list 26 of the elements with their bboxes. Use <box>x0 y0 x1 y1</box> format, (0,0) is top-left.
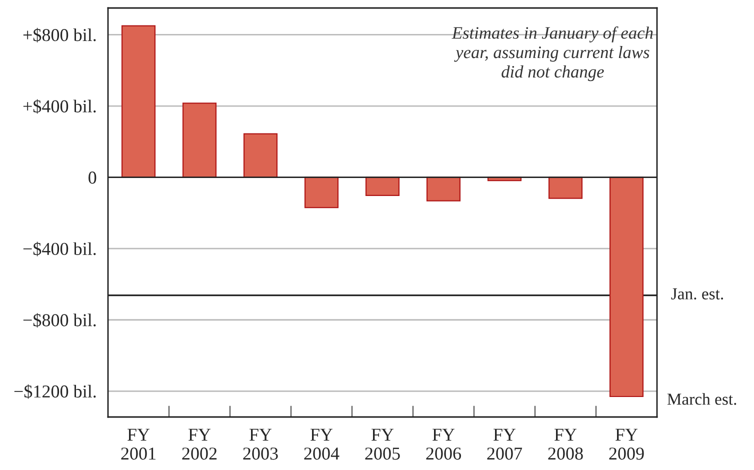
y-tick-label: +$400 bil. <box>23 99 96 114</box>
x-tick-label: FY 2004 <box>304 428 340 460</box>
y-tick-label: −$800 bil. <box>23 313 96 328</box>
text: March est. <box>667 393 736 405</box>
bar <box>121 25 156 178</box>
y-tick-label: +$800 bil. <box>23 28 96 42</box>
x-tick-label: FY 2002 <box>182 428 217 460</box>
x-tick-label: FY 2005 <box>365 428 400 460</box>
y-tick-label: −$400 bil. <box>23 242 96 256</box>
x-tick-label: FY 2009 <box>609 428 644 460</box>
x-tick-label: FY 2006 <box>426 428 462 460</box>
bar <box>182 102 217 178</box>
x-tick-label: FY 2008 <box>548 428 583 460</box>
bar <box>304 176 339 208</box>
annotation: Estimates in January of each year, assuming current laws did not change <box>452 26 653 82</box>
bar <box>548 176 583 199</box>
x-tick-label: FY 2007 <box>487 428 522 460</box>
x-tick-label: FY 2001 <box>121 428 156 460</box>
bar <box>365 176 400 196</box>
y-tick-label: 0 <box>88 172 96 184</box>
bar <box>426 176 461 202</box>
x-tick-label: FY 2003 <box>243 428 278 460</box>
ref-line-label: Jan. est. <box>671 288 724 300</box>
y-tick-label: −$1200 bil. <box>14 384 96 399</box>
bar <box>243 133 278 178</box>
bar <box>609 176 644 398</box>
